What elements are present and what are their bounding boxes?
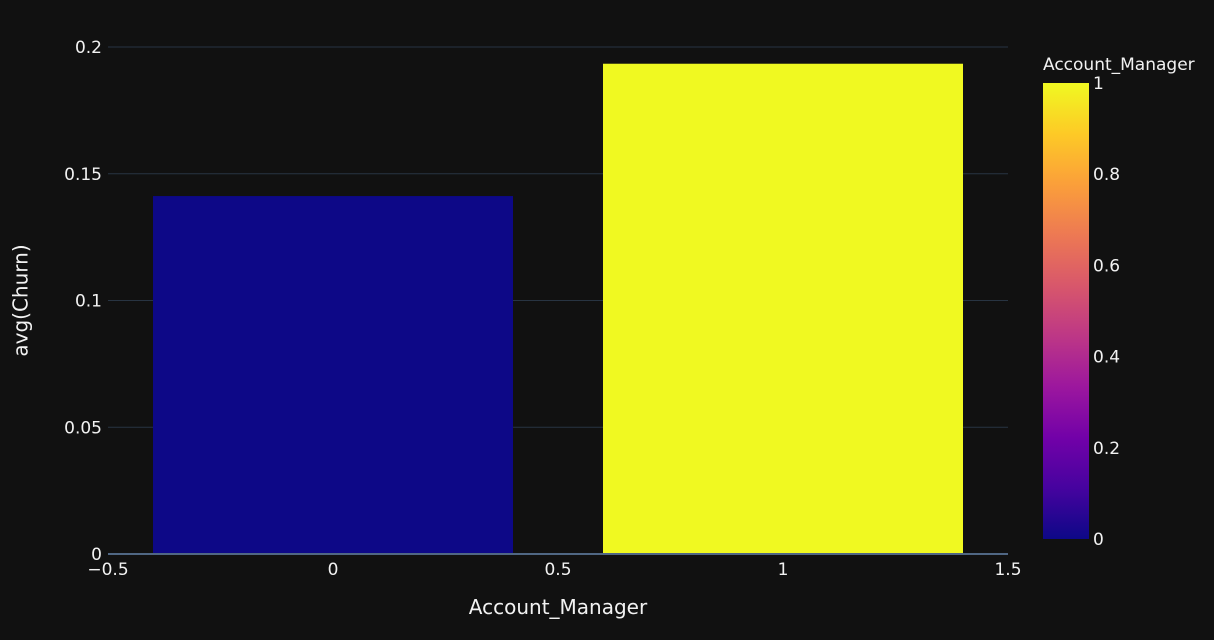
colorbar-gradient — [1043, 83, 1089, 539]
x-axis-title: Account_Manager — [469, 595, 648, 619]
y-tick-label: 0.1 — [75, 292, 102, 312]
y-tick-label: 0.2 — [75, 38, 102, 58]
colorbar-tick-label: 1 — [1093, 74, 1104, 94]
colorbar: Account_Manager 0 0.2 0.4 0.6 0.8 1 — [1043, 55, 1195, 550]
x-tick-label: −0.5 — [87, 560, 128, 580]
colorbar-tick-label: 0.4 — [1093, 348, 1120, 368]
x-tick-label: 1 — [778, 560, 789, 580]
bar — [153, 196, 513, 555]
y-tick-label: 0.15 — [64, 165, 102, 185]
bar — [603, 63, 963, 555]
y-tick-label: 0 — [91, 545, 102, 565]
x-tick-label: 0 — [328, 560, 339, 580]
colorbar-title: Account_Manager — [1043, 55, 1195, 75]
colorbar-tick-label: 0.2 — [1093, 439, 1120, 459]
colorbar-tick-label: 0 — [1093, 530, 1104, 550]
axes: 00.050.10.150.2−0.5 0 0.5 1 1.5 — [64, 38, 1021, 580]
y-axis-title: avg(Churn) — [9, 244, 33, 356]
colorbar-tick-label: 0.6 — [1093, 256, 1120, 276]
x-tick-label: 0.5 — [544, 560, 571, 580]
x-tick-label: 1.5 — [994, 560, 1021, 580]
bars — [153, 63, 963, 555]
y-tick-label: 0.05 — [64, 418, 102, 438]
colorbar-tick-label: 0.8 — [1093, 165, 1120, 185]
